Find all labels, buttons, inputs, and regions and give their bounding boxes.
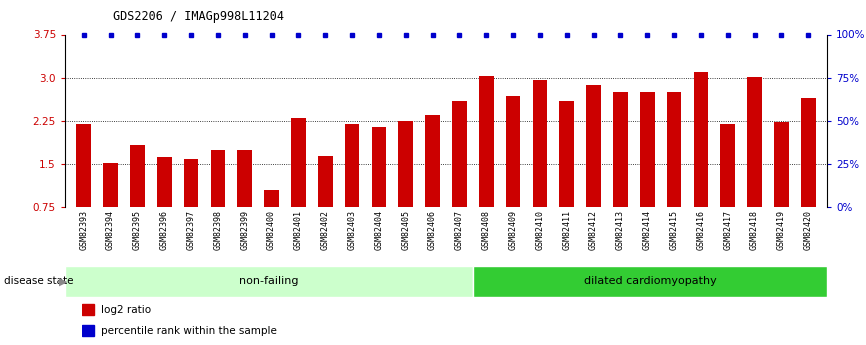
Bar [694,72,708,207]
Bar [559,101,574,207]
Bar [345,124,359,207]
Text: GSM82402: GSM82402 [320,210,330,250]
Bar [210,149,225,207]
Bar [473,266,827,297]
Bar [613,92,628,207]
Text: ▶: ▶ [59,276,68,286]
Text: non-failing: non-failing [239,276,299,286]
Text: GSM82394: GSM82394 [106,210,115,250]
Text: GSM82417: GSM82417 [723,210,733,250]
Text: percentile rank within the sample: percentile rank within the sample [101,326,277,335]
Bar [533,80,547,207]
Text: log2 ratio: log2 ratio [101,305,152,315]
Bar [774,122,789,207]
Text: GSM82409: GSM82409 [508,210,518,250]
Bar [130,146,145,207]
Text: GSM82416: GSM82416 [696,210,706,250]
Bar [157,157,171,207]
Text: GSM82401: GSM82401 [294,210,303,250]
Bar [425,115,440,207]
Bar [76,124,91,207]
Text: GSM82400: GSM82400 [267,210,276,250]
Bar [452,101,467,207]
Text: GSM82412: GSM82412 [589,210,598,250]
Bar [82,325,94,336]
Bar [801,98,816,207]
Text: GSM82403: GSM82403 [347,210,357,250]
Text: GSM82411: GSM82411 [562,210,572,250]
Bar [264,190,279,207]
Bar [586,85,601,207]
Text: GSM82415: GSM82415 [669,210,679,250]
Text: GSM82393: GSM82393 [79,210,88,250]
Text: GSM82420: GSM82420 [804,210,813,250]
Text: GSM82398: GSM82398 [213,210,223,250]
Text: GSM82414: GSM82414 [643,210,652,250]
Text: GSM82395: GSM82395 [132,210,142,250]
Bar [372,127,386,207]
Bar [184,159,198,207]
Text: GSM82399: GSM82399 [240,210,249,250]
Bar [65,266,473,297]
Bar [103,163,118,207]
Bar [640,92,655,207]
Bar [82,304,94,315]
Bar [667,92,682,207]
Text: disease state: disease state [4,276,74,286]
Bar [721,124,735,207]
Text: GSM82418: GSM82418 [750,210,759,250]
Text: GSM82410: GSM82410 [535,210,545,250]
Text: GSM82396: GSM82396 [159,210,169,250]
Text: GSM82407: GSM82407 [455,210,464,250]
Text: GSM82408: GSM82408 [481,210,491,250]
Bar [237,149,252,207]
Bar [479,77,494,207]
Text: GDS2206 / IMAGp998L11204: GDS2206 / IMAGp998L11204 [113,10,283,23]
Text: GSM82419: GSM82419 [777,210,786,250]
Text: GSM82413: GSM82413 [616,210,625,250]
Text: GSM82405: GSM82405 [401,210,410,250]
Bar [291,118,306,207]
Bar [398,121,413,207]
Text: GSM82406: GSM82406 [428,210,437,250]
Bar [506,96,520,207]
Bar [747,77,762,207]
Text: GSM82404: GSM82404 [374,210,384,250]
Bar [318,156,333,207]
Text: dilated cardiomyopathy: dilated cardiomyopathy [584,276,716,286]
Text: GSM82397: GSM82397 [186,210,196,250]
